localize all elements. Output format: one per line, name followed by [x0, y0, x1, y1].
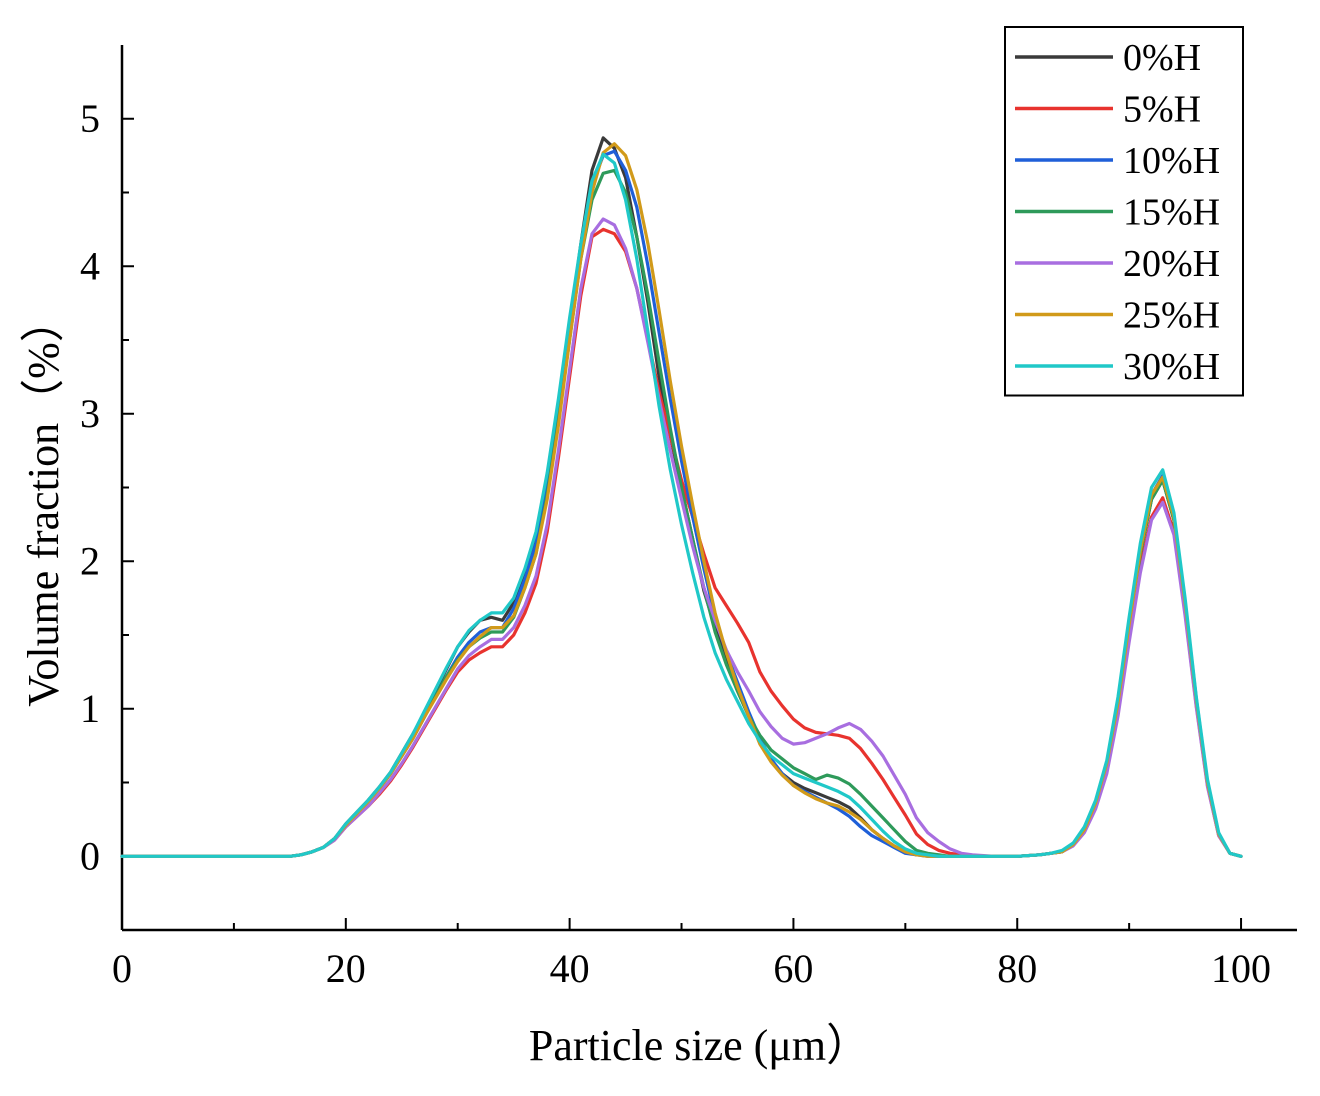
x-tick-label: 0 [112, 946, 132, 991]
legend-label: 10%H [1123, 140, 1220, 182]
axes: 0 20 40 60 80 100 0 1 2 3 4 5 Particle size (μm） Volu… [19, 45, 1297, 1070]
x-tick-label: 40 [550, 946, 590, 991]
legend-label: 0%H [1123, 37, 1201, 79]
y-tick-label: 4 [80, 243, 100, 288]
legend-label: 30%H [1123, 346, 1220, 388]
x-tick-label: 20 [326, 946, 366, 991]
legend: 0%H 5%H 10%H 15%H 20%H 25%H 30%H [1004, 26, 1244, 397]
y-tick-label: 5 [80, 96, 100, 141]
x-tick-label: 100 [1211, 946, 1271, 991]
y-tick-label: 1 [80, 686, 100, 731]
legend-label: 25%H [1123, 295, 1220, 337]
y-tick-label: 3 [80, 391, 100, 436]
series-line-30pcth [120, 152, 1243, 858]
x-tick-label: 60 [773, 946, 813, 991]
x-axis-title: Particle size (μm） [529, 1021, 870, 1070]
legend-label: 15%H [1123, 192, 1220, 234]
y-tick-label: 2 [80, 538, 100, 583]
legend-label: 20%H [1123, 243, 1220, 285]
y-axis-title: Volume fraction（%） [19, 298, 68, 707]
series-lines [120, 136, 1243, 858]
x-tick-label: 80 [997, 946, 1037, 991]
y-tick-label: 0 [80, 833, 100, 878]
legend-label: 5%H [1123, 89, 1201, 131]
